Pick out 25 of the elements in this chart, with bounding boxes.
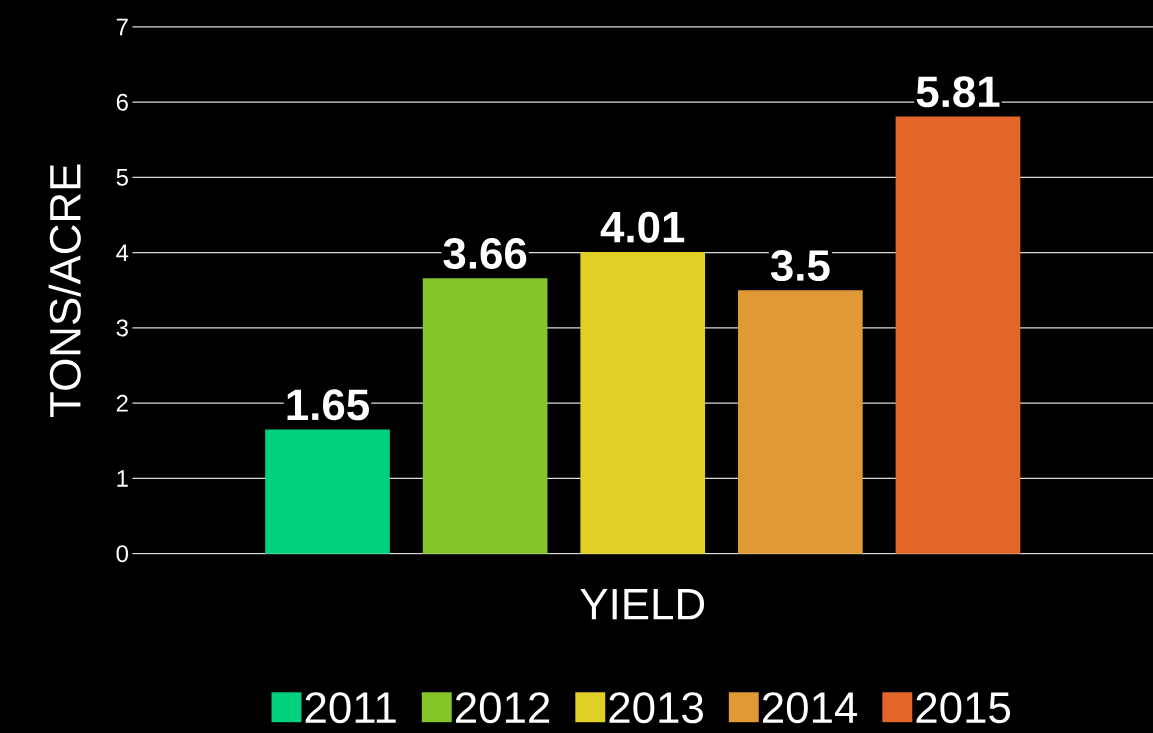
y-tick-label: 0 [116,545,128,563]
legend-label: 2011 [305,692,396,724]
legend-label: 2012 [455,692,550,724]
legend-label: 2015 [916,692,1011,724]
y-tick-label: 3 [116,319,128,337]
data-label: 3.66 [443,237,527,269]
data-label: 4.01 [600,211,685,243]
bar [895,116,1021,554]
y-tick-label: 4 [116,244,129,261]
y-tick-label: 1 [117,470,128,487]
y-tick-label: 6 [116,93,128,111]
legend-label: 2013 [609,692,703,724]
data-label: 1.65 [287,389,369,421]
x-tick-label: YIELD [580,588,705,620]
y-tick-label: 7 [116,18,128,36]
y-tick-label: 5 [116,168,128,186]
y-tick-label: 2 [116,394,128,412]
bar [265,429,390,554]
bar [580,251,706,554]
bar [738,290,863,554]
y-axis-title: TONS/ACRE [48,164,81,417]
legend-label: 2014 [762,692,858,724]
bar [422,278,548,554]
data-label: 5.81 [916,76,1000,108]
data-label: 3.5 [770,249,830,282]
